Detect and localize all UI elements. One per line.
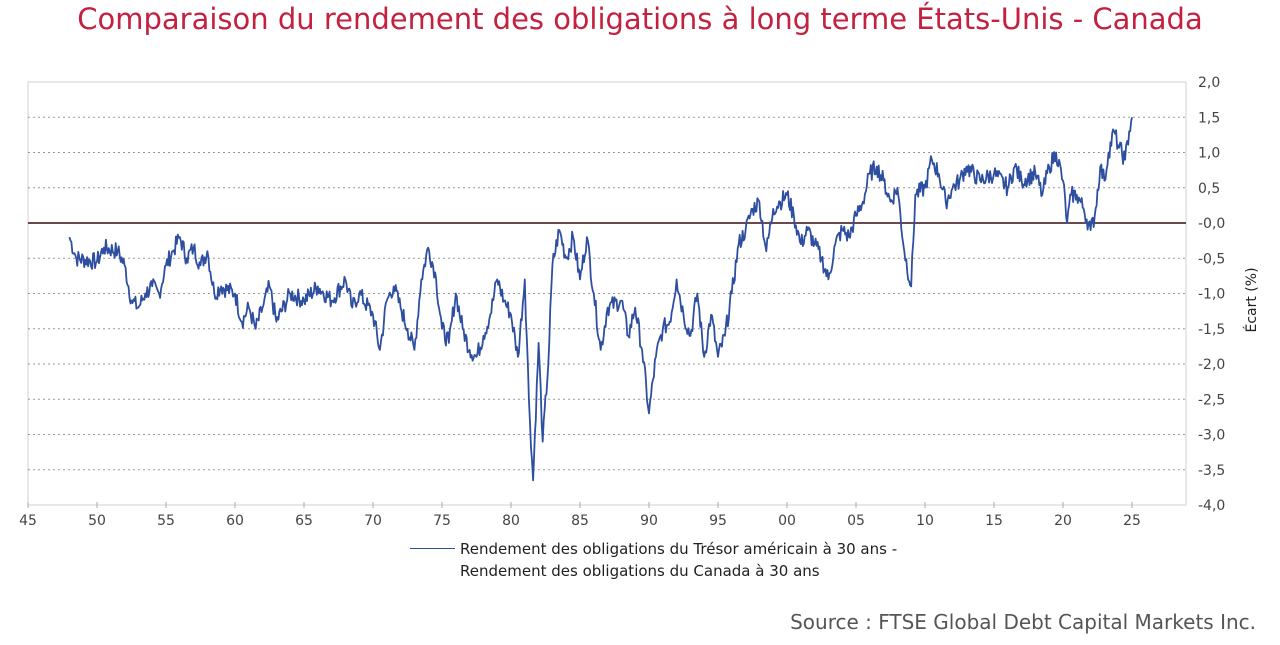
x-tick-label: 25 [1123, 513, 1141, 529]
x-tick-label: 65 [295, 513, 313, 529]
y-tick-label: 1,5 [1198, 110, 1220, 126]
x-tick-label: 10 [916, 513, 934, 529]
plot-area [27, 81, 1187, 506]
x-tick-label: 80 [502, 513, 520, 529]
x-tick-label: 85 [571, 513, 589, 529]
x-tick-label: 90 [640, 513, 658, 529]
x-tick-label: 00 [778, 513, 796, 529]
y-tick-label: -3,5 [1198, 463, 1225, 479]
x-tick-label: 55 [157, 513, 175, 529]
x-tick-label: 70 [364, 513, 382, 529]
source-note: Source : FTSE Global Debt Capital Market… [790, 610, 1256, 634]
y-tick-label: 1,0 [1198, 146, 1220, 162]
y-tick-label: 2,0 [1198, 75, 1220, 91]
x-tick-label: 15 [985, 513, 1003, 529]
x-tick-label: 75 [433, 513, 451, 529]
y-tick-label: -2,0 [1198, 357, 1225, 373]
y-tick-label: -1,0 [1198, 287, 1225, 303]
y-axis-label: Écart (%) [1243, 267, 1260, 332]
x-tick-label: 50 [88, 513, 106, 529]
y-tick-label: -3,0 [1198, 428, 1225, 444]
legend-label-line2: Rendement des obligations du Canada à 30… [460, 562, 820, 580]
x-tick-label: 60 [226, 513, 244, 529]
series-line-spread [68, 117, 1133, 482]
y-tick-label: 0,5 [1198, 181, 1220, 197]
legend-label-line1: Rendement des obligations du Trésor amér… [460, 540, 898, 558]
y-tick-label: -4,0 [1198, 498, 1225, 514]
legend-line-swatch [410, 548, 455, 549]
legend-entry: Rendement des obligations du Trésor amér… [460, 538, 897, 582]
y-tick-label: -0,0 [1198, 216, 1225, 232]
x-tick-label: 95 [709, 513, 727, 529]
chart-title: Comparaison du rendement des obligations… [77, 2, 1203, 36]
y-tick-label: -1,5 [1198, 322, 1225, 338]
y-tick-label: -0,5 [1198, 251, 1225, 267]
y-tick-label: -2,5 [1198, 392, 1225, 408]
x-tick-label: 20 [1054, 513, 1072, 529]
x-tick-label: 45 [19, 513, 37, 529]
x-tick-label: 05 [847, 513, 865, 529]
